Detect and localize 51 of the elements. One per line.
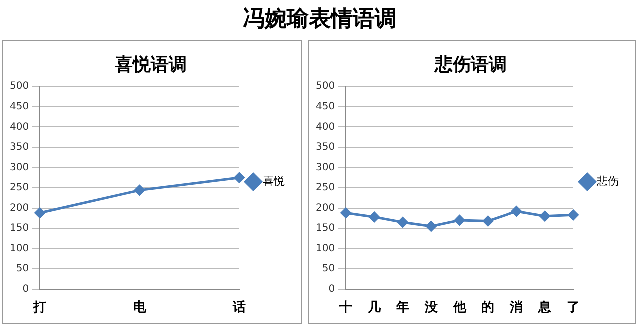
x-tick-label: 十 (338, 300, 353, 316)
y-tick-label: 100 (316, 243, 336, 254)
point (511, 206, 522, 217)
y-tick-label: 450 (10, 101, 30, 112)
y-tick-label: 200 (10, 202, 30, 214)
y-tick-label: 50 (322, 264, 336, 275)
y-tick-label: 400 (316, 122, 336, 133)
text: 冯婉瑜表情语调 (242, 6, 398, 34)
x-tick-label: 打 (32, 300, 47, 316)
point (454, 215, 466, 226)
legend-label: 悲伤 (596, 174, 619, 188)
y-tick-label: 150 (316, 223, 336, 234)
y-tick-label: 100 (10, 243, 30, 254)
y-tick-label: 300 (316, 162, 336, 174)
y-tick-label: 300 (10, 162, 30, 174)
y-tick-label: 250 (10, 182, 30, 194)
point (398, 217, 408, 228)
y-tick-label: 0 (328, 284, 336, 295)
y-tick-label: 350 (10, 142, 30, 154)
x-tick-label: 没 (424, 300, 439, 316)
x-tick-label: 息 (538, 300, 553, 316)
y-tick-label: 250 (316, 182, 336, 194)
y-tick-label: 200 (316, 202, 336, 214)
y-tick-label: 500 (316, 81, 336, 92)
point (540, 211, 550, 222)
chart-title: 悲伤语调 (434, 54, 507, 76)
point (568, 210, 579, 220)
point (426, 221, 437, 232)
chart-title: 喜悦语调 (114, 54, 187, 76)
x-tick-label: 的 (482, 300, 495, 316)
point (340, 208, 352, 218)
y-tick-label: 0 (22, 284, 30, 295)
point (369, 212, 380, 222)
point (234, 172, 245, 184)
x-tick-label: 年 (395, 300, 410, 316)
x-tick-label: 电 (133, 300, 148, 316)
x-tick-label: 几 (367, 300, 382, 316)
y-tick-label: 500 (10, 81, 30, 92)
y-tick-label: 350 (316, 142, 336, 154)
y-tick-label: 150 (10, 223, 30, 234)
x-tick-label: 消 (509, 300, 524, 316)
x-tick-label: 了 (567, 300, 580, 316)
point (134, 185, 146, 196)
x-tick-label: 话 (232, 300, 246, 316)
y-tick-label: 400 (10, 122, 30, 133)
y-tick-label: 450 (316, 101, 336, 112)
x-tick-label: 他 (452, 300, 468, 316)
y-tick-label: 50 (16, 264, 30, 275)
point (34, 208, 46, 218)
legend-label: 喜悦 (263, 174, 285, 188)
point (482, 216, 494, 227)
